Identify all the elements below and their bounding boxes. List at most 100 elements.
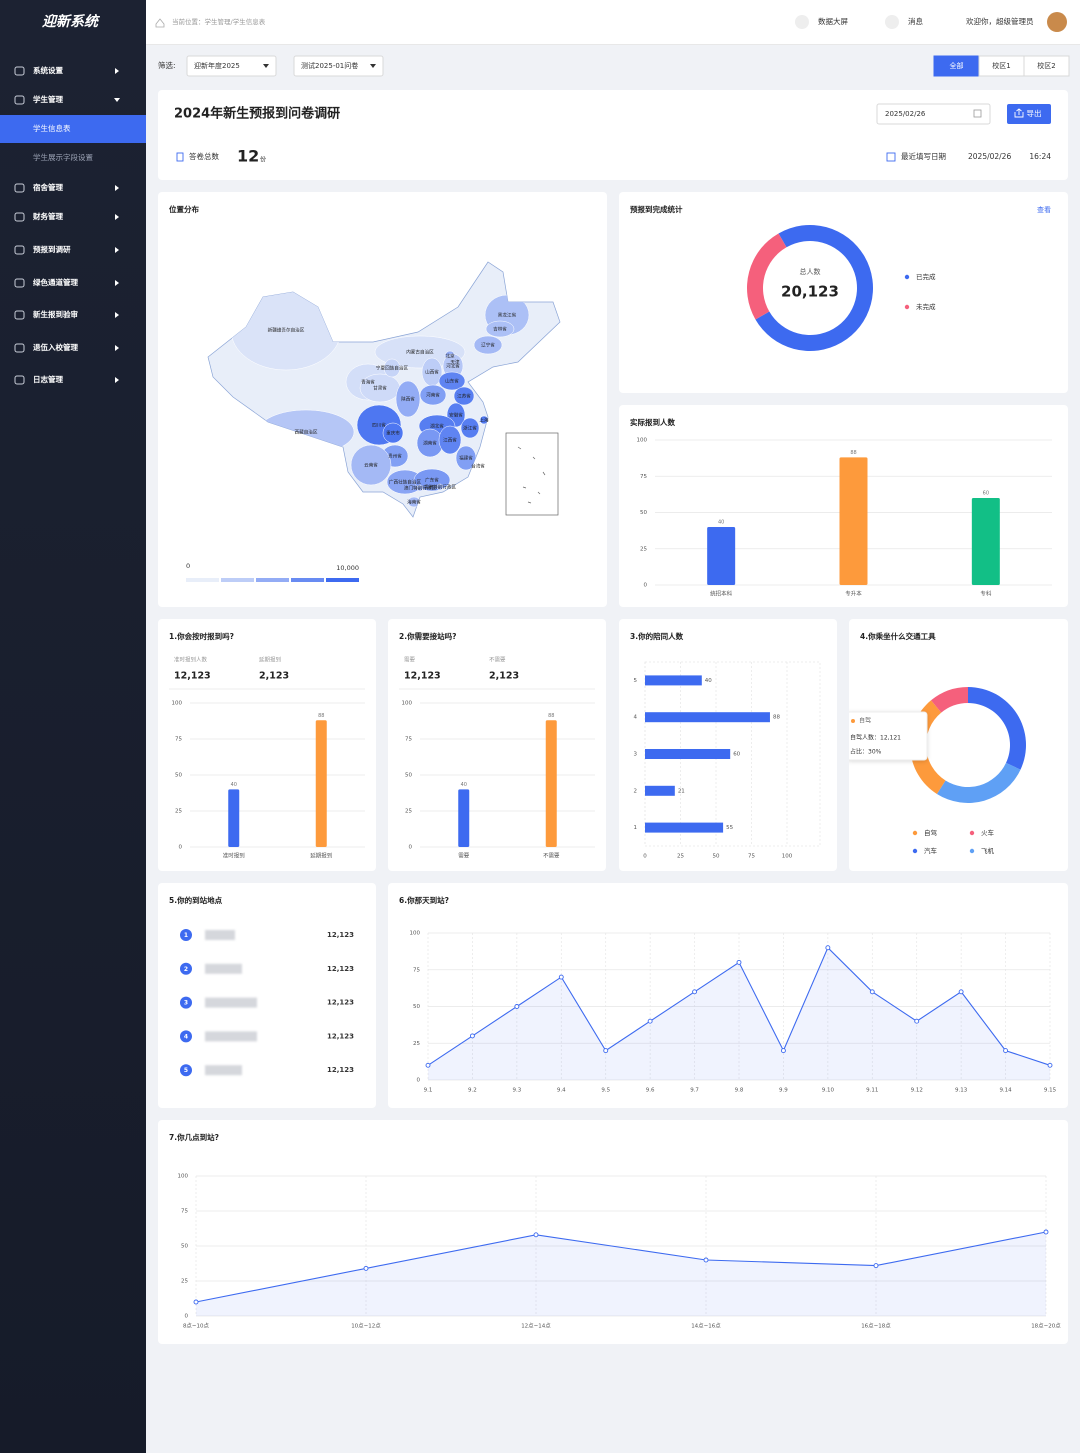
menu-item[interactable]: 预报到调研	[33, 244, 71, 254]
region	[395, 380, 421, 418]
region	[485, 320, 515, 338]
visual-map-step	[221, 578, 254, 582]
menu-item[interactable]: 退伍入校管理	[33, 342, 78, 352]
blurred-name	[205, 1065, 242, 1076]
menu-item[interactable]: 学生展示字段设置	[33, 152, 93, 162]
blurred-name	[205, 930, 235, 940]
pie-slice	[747, 233, 787, 320]
data-label: 55	[726, 825, 733, 831]
tab[interactable]: 全部	[950, 61, 964, 70]
menu-arrow	[115, 214, 119, 220]
chart-title: 实际报到人数	[630, 417, 675, 427]
region-label: 澳门特别行政区	[404, 485, 437, 492]
region-label: 福建省	[459, 455, 473, 462]
panel-canvas: 1.你会按时报到吗? 准时报到人数 12,123 延期报到 2,123 0 25 50 75 10…	[169, 631, 365, 860]
point	[647, 1018, 653, 1024]
y-tick-label: 25	[181, 1279, 188, 1285]
legend-label: 自驾	[924, 828, 937, 837]
last-date: 2025/02/26	[968, 152, 1011, 161]
date-value[interactable]: 2025/02/26	[885, 110, 926, 118]
view-link[interactable]: 查看	[1037, 205, 1051, 214]
y-tick-label: 75	[413, 967, 420, 973]
stat-label: 准时报到人数	[174, 656, 208, 664]
legend-dot	[912, 830, 918, 836]
stat-label: 需要	[404, 657, 416, 664]
menu-item[interactable]: 系统设置	[33, 65, 63, 75]
legend-dot	[912, 848, 918, 854]
x-tick-label: 0	[643, 854, 647, 860]
tooltip-dot	[851, 719, 855, 723]
y-tick-label: 100	[172, 701, 183, 707]
region	[382, 422, 404, 444]
menu-item[interactable]: 新生报到验审	[33, 309, 78, 319]
bell-icon	[885, 15, 899, 29]
bar	[545, 720, 557, 847]
region-label: 陕西省	[401, 396, 415, 403]
region-label: 云南省	[364, 462, 378, 469]
doc-icon	[176, 152, 184, 162]
rank-value: 12,123	[327, 965, 354, 973]
region	[383, 358, 401, 378]
x-tick-label: 9.7	[690, 1088, 699, 1094]
point	[425, 1062, 431, 1068]
region-label: 西藏自治区	[295, 429, 318, 436]
chart-title: 7.你几点到站?	[169, 1132, 219, 1142]
menu-item[interactable]: 宿舍管理	[33, 182, 63, 192]
chart-title: 预报到完成统计	[630, 204, 683, 214]
point	[873, 1263, 879, 1269]
panel-canvas: 3.你的陪同人数 0 25 50 75 100 40 5 88 4 60 3 21 2 55 1	[630, 631, 821, 860]
stat-value: 12,123	[404, 671, 441, 682]
select-box	[293, 55, 384, 77]
panel-canvas: 实际报到人数 0 25 50 75 100 40 统招本科 88 专升本 60 专科	[630, 417, 1052, 598]
chart-title: 4.你乘坐什么交通工具	[860, 631, 936, 641]
breadcrumb: 当前位置：学生管理/学生信息表	[172, 17, 266, 26]
visual-map-step	[326, 578, 359, 582]
panel-canvas: 迎新系统系统设置学生管理学生信息表学生展示字段设置宿舍管理财务管理预报到调研绿色…	[0, 13, 146, 385]
select-value[interactable]: 迎新年度2025	[194, 61, 240, 70]
chart-title: 6.你那天到站?	[399, 895, 449, 905]
y-tick-label: 50	[640, 510, 647, 516]
region-label: 河北省	[446, 363, 460, 370]
menu-icon	[14, 183, 25, 193]
bar	[971, 498, 1000, 585]
x-tick-label: 50	[713, 854, 720, 860]
screen-link[interactable]: 数据大屏	[818, 16, 848, 26]
message-link[interactable]: 消息	[908, 16, 923, 26]
export-label[interactable]: 导出	[1027, 108, 1042, 118]
x-tick-label: 统招本科	[710, 590, 733, 598]
tooltip	[849, 711, 928, 761]
menu-arrow	[115, 280, 119, 286]
region-label: 重庆市	[386, 430, 400, 437]
question-card: 1.你会按时报到吗? 准时报到人数 12,123 延期报到 2,123 0 25 50 75 10…	[158, 619, 376, 871]
menu-item[interactable]: 绿色通道管理	[33, 277, 78, 287]
y-tick-label: 25	[405, 809, 412, 815]
region-label: 湖北省	[430, 423, 444, 430]
export-button	[1007, 104, 1051, 124]
x-tick-label: 16点~18点	[861, 1323, 891, 1330]
x-tick-label: 18点~20点	[1031, 1323, 1061, 1330]
y-tick-label: 100	[637, 438, 648, 444]
region-label: 江苏省	[457, 393, 471, 400]
y-tick-label: 1	[634, 825, 638, 831]
visual-map-step	[186, 578, 219, 582]
menu-arrow	[115, 247, 119, 253]
tab[interactable]: 校区1	[992, 61, 1010, 70]
y-tick-label: 25	[640, 546, 647, 552]
visual-map-step	[291, 578, 324, 582]
arrival-card: 实际报到人数 0 25 50 75 100 40 统招本科 88 专升本 60 专科	[619, 405, 1068, 607]
select-value[interactable]: 测试2025-01问卷	[301, 61, 358, 70]
pie-slice	[931, 687, 968, 713]
center-label: 总人数	[800, 267, 821, 276]
legend-label: 火车	[981, 828, 995, 837]
menu-item[interactable]: 日志管理	[33, 374, 63, 384]
panel-canvas: 5.你的到站地点 1 12,123 2 12,123 3 12,123 4 12,123 5 12,…	[169, 895, 354, 1077]
menu-arrow	[115, 68, 119, 74]
menu-item[interactable]: 财务管理	[32, 211, 63, 221]
menu-item[interactable]: 学生管理	[33, 94, 63, 104]
bar	[645, 749, 731, 759]
tab[interactable]: 校区2	[1037, 61, 1055, 70]
rank-number: 5	[184, 1067, 188, 1074]
menu-item[interactable]: 学生信息表	[33, 123, 71, 133]
point	[958, 989, 964, 995]
